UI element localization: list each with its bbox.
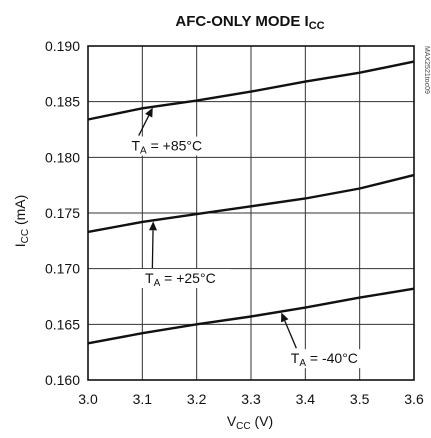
y-tick-label: 0.175 xyxy=(45,205,80,221)
grid xyxy=(87,45,415,381)
leader-line xyxy=(284,320,297,349)
y-tick-label: 0.180 xyxy=(45,149,80,165)
leader-line xyxy=(138,115,150,136)
x-tick-label: 3.4 xyxy=(296,391,316,407)
annotation-bg xyxy=(130,269,231,289)
arrowhead-icon xyxy=(149,221,158,231)
chart-title: AFC-ONLY MODE ICC xyxy=(175,13,324,32)
y-tick-label: 0.165 xyxy=(45,316,80,332)
annotation-bg xyxy=(116,136,217,156)
annotation-0: TA = +85°C xyxy=(116,107,217,157)
leader-line xyxy=(151,230,154,269)
y-axis-label: ICC (mA) xyxy=(12,195,31,248)
annotation-1: TA = +25°C xyxy=(130,221,231,289)
y-tick-label: 0.160 xyxy=(45,372,80,388)
y-tick-label: 0.185 xyxy=(45,94,80,110)
annotation-label: TA = -40°C xyxy=(291,350,358,369)
arrowhead-icon xyxy=(281,312,289,323)
series-line-1 xyxy=(87,173,415,234)
watermark-code: MAX2521toc09 xyxy=(423,46,430,94)
x-axis-label: VCC (V) xyxy=(227,413,273,432)
annotations: TA = +85°C TA = +25°C TA = -40°C xyxy=(116,107,375,369)
arrowhead-icon xyxy=(145,107,153,118)
annotation-label: TA = +25°C xyxy=(145,270,216,289)
series-lines xyxy=(87,60,415,345)
x-tick-label: 3.1 xyxy=(133,391,153,407)
annotation-2: TA = -40°C xyxy=(274,312,375,369)
x-tick-label: 3.6 xyxy=(404,391,424,407)
x-tick-labels: 3.0 3.1 3.2 3.3 3.4 3.5 3.6 xyxy=(78,391,424,407)
series-line-0 xyxy=(87,60,415,121)
annotation-bg xyxy=(274,349,375,369)
y-tick-labels: 0.160 0.165 0.170 0.175 0.180 0.185 0.190 xyxy=(45,38,80,388)
y-tick-label: 0.190 xyxy=(45,38,80,54)
series-line-2 xyxy=(87,287,415,345)
x-tick-label: 3.5 xyxy=(350,391,370,407)
x-tick-label: 3.0 xyxy=(78,391,98,407)
plot-frame xyxy=(87,45,415,381)
annotation-label: TA = +85°C xyxy=(131,138,202,157)
x-tick-label: 3.2 xyxy=(187,391,207,407)
y-tick-label: 0.170 xyxy=(45,261,80,277)
x-tick-label: 3.3 xyxy=(241,391,261,407)
